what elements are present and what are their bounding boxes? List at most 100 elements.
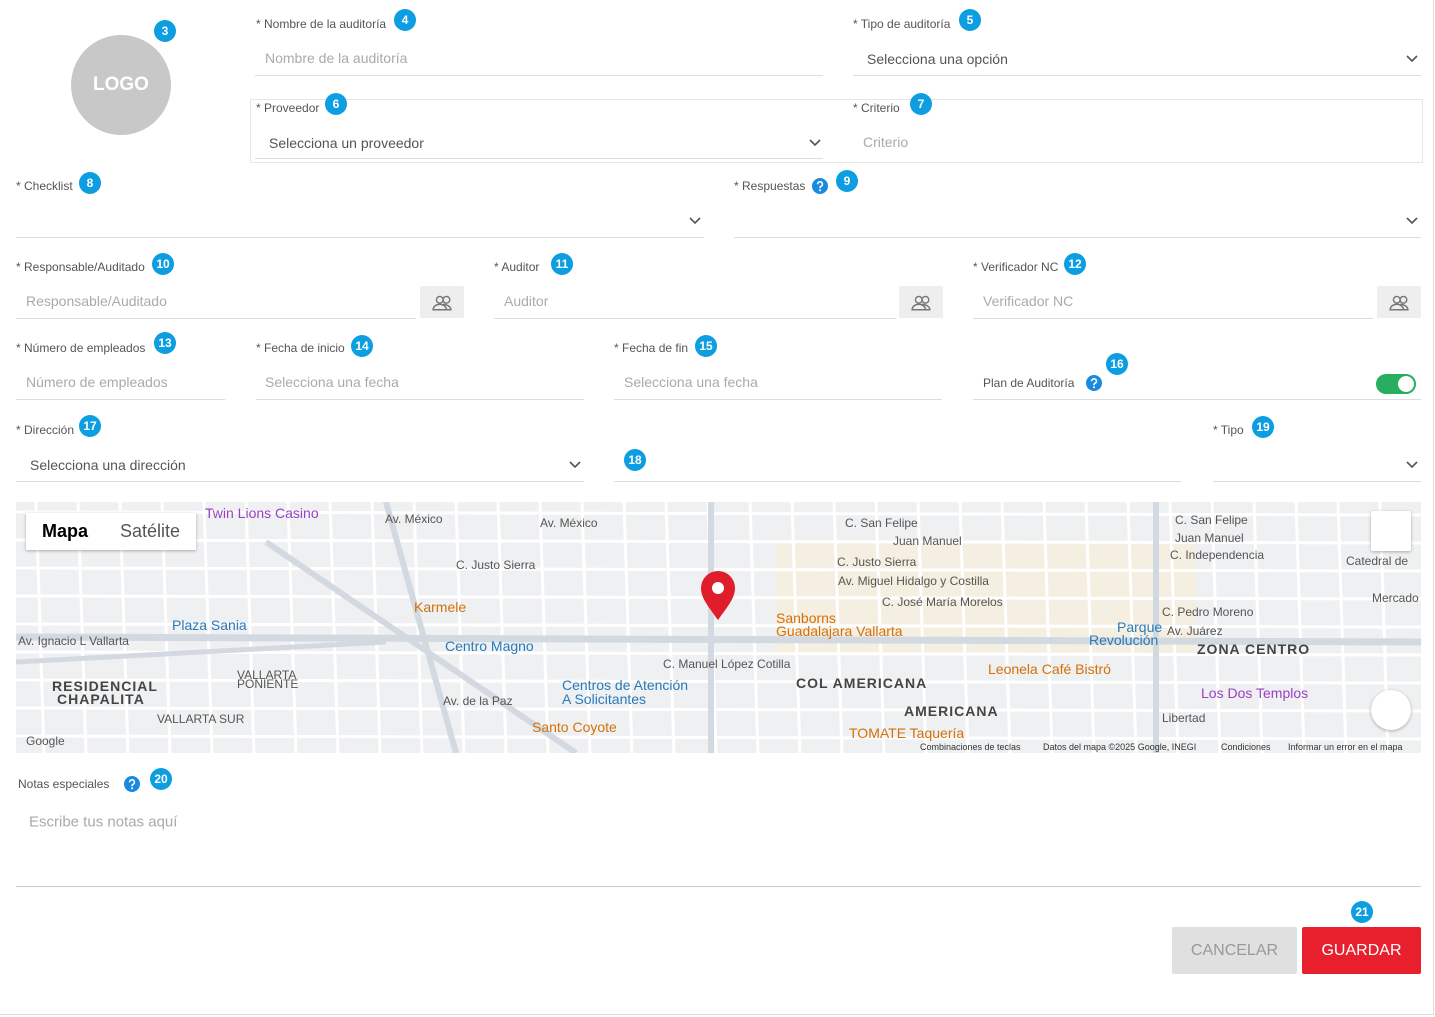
badge: 11 [551,253,573,275]
map-label: Catedral de [1346,554,1409,568]
map-label: Informar un error en el mapa [1288,742,1403,752]
notes-placeholder[interactable]: Escribe tus notas aquí [29,813,178,831]
map-label: Av. Juárez [1167,624,1223,638]
map-tab[interactable]: Mapa [42,521,89,541]
input-underline [494,318,896,319]
user-picker-icon[interactable] [432,293,452,311]
map-label: CHAPALITA [57,691,145,707]
input-placeholder[interactable]: Criterio [863,134,909,150]
help-icon[interactable] [124,776,140,792]
field-label: * Fecha de fin [614,341,689,355]
field-label: * Verificador NC [973,260,1059,274]
input-underline [16,237,704,238]
map-camera-control[interactable] [1371,690,1411,730]
badge: 14 [351,335,373,357]
select-value[interactable]: Selecciona una dirección [30,457,186,473]
map-label: Av. Miguel Hidalgo y Costilla [838,574,989,588]
badge: 7 [910,93,932,115]
map[interactable]: Mapa Satélite Twin Lions Casino Av. México A… [16,502,1421,753]
badge: 18 [624,449,646,471]
input-placeholder[interactable]: Auditor [504,293,549,309]
badge: 15 [695,335,717,357]
map-label: AMERICANA [904,703,999,719]
map-fullscreen-button[interactable] [1371,511,1411,551]
field-group-box [250,99,1423,163]
map-label: C. Independencia [1170,548,1265,562]
field-label: * Nombre de la auditoría [256,17,387,31]
map-label: ZONA CENTRO [1197,641,1311,657]
input-placeholder[interactable]: Selecciona una fecha [624,374,758,390]
user-picker-icon[interactable] [911,293,931,311]
map-label: Condiciones [1221,742,1271,752]
user-picker-icon[interactable] [1389,293,1409,311]
map-label: Libertad [1162,711,1206,725]
input-placeholder[interactable]: Número de empleados [26,374,168,390]
logo[interactable]: LOGO [71,35,171,135]
toggle-knob [1398,376,1414,392]
map-tab[interactable]: Satélite [120,521,181,541]
badge: 20 [150,768,172,790]
map-label: Av. México [540,516,598,530]
map-label: Av. México [385,512,443,526]
map-label: C. Manuel López Cotilla [663,657,791,671]
map-label: COL AMERICANA [796,675,928,691]
map-label: C. San Felipe [845,516,918,530]
map-label: C. San Felipe [1175,513,1248,527]
dropdown-chevron[interactable] [1406,217,1418,225]
input-underline [1213,481,1421,482]
select-value[interactable]: Selecciona una opción [867,51,1008,67]
input-placeholder[interactable]: Selecciona una fecha [265,374,399,390]
input-underline [853,75,1421,76]
map-label: Plaza Sania [172,617,247,633]
map-label: C. Justo Sierra [837,555,917,569]
input-placeholder[interactable]: Verificador NC [983,293,1074,309]
input-underline [255,75,823,76]
input-underline [255,158,823,159]
save-button[interactable]: GUARDAR [1302,927,1421,974]
map-label: Juan Manuel [1175,531,1244,545]
toggle[interactable] [1376,374,1416,394]
help-icon[interactable] [812,178,828,194]
badge: 8 [79,172,101,194]
map-label: Mercado [1372,591,1419,605]
map-label: Twin Lions Casino [205,505,319,521]
input-underline [973,399,1421,400]
input-underline [16,399,225,400]
input-underline [734,237,1421,238]
badge: 5 [959,9,981,31]
map-label: C. Pedro Moreno [1162,605,1254,619]
badge: 4 [394,9,416,31]
dropdown-chevron[interactable] [809,139,821,147]
select-value[interactable]: Selecciona un proveedor [269,135,424,151]
badge: 3 [154,20,176,42]
map-label: Sanborns [776,610,836,626]
badge: 17 [79,415,101,437]
field-label: * Respuestas [734,179,806,193]
cancel-button[interactable]: CANCELAR [1172,927,1297,974]
map-label: A Solicitantes [562,691,647,707]
field-label: * Checklist [16,179,73,193]
dropdown-chevron[interactable] [1406,55,1418,63]
map-label: Google [26,734,65,748]
input-underline [256,399,584,400]
input-underline [973,318,1373,319]
input-placeholder[interactable]: Responsable/Auditado [26,293,167,309]
map-label: Santo Coyote [532,719,617,735]
field-label: * Número de empleados [16,341,146,355]
dropdown-chevron[interactable] [569,461,581,469]
dropdown-chevron[interactable] [1406,461,1418,469]
field-label: * Criterio [853,101,900,115]
map-label: VALLARTA [237,668,297,682]
help-icon[interactable] [1086,375,1102,391]
badge: 21 [1351,901,1373,923]
field-label: * Responsable/Auditado [16,260,145,274]
dropdown-chevron[interactable] [689,217,701,225]
field-label: * Proveedor [256,101,320,115]
map-label: Centros de Atención [562,677,689,693]
input-placeholder[interactable]: Nombre de la auditoría [265,50,408,66]
field-label: * Fecha de inicio [256,341,345,355]
input-underline [16,318,416,319]
map-label: Av. Ignacio L Vallarta [18,634,129,648]
